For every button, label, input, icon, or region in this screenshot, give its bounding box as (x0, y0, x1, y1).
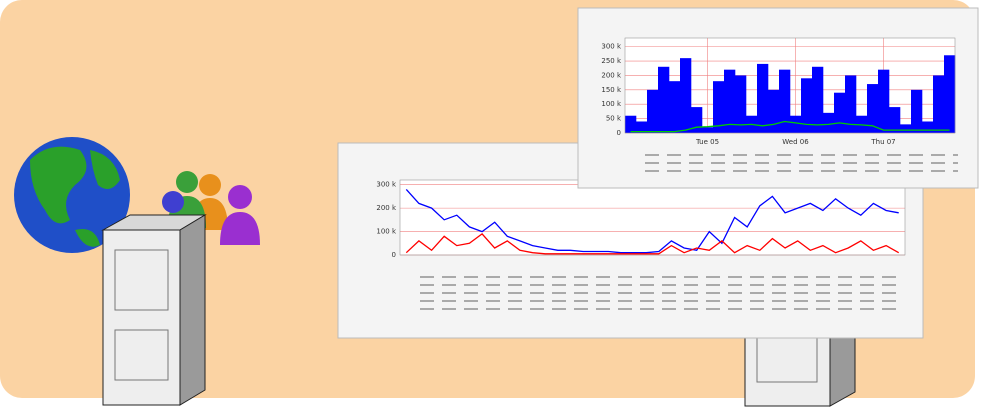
y-tick-label: 300 k (601, 43, 622, 51)
area-column (867, 84, 879, 133)
area-column (669, 81, 681, 133)
y-tick-label: 200 k (376, 204, 397, 212)
area-column (757, 63, 769, 134)
x-tick-label: Thu 07 (870, 138, 895, 146)
y-tick-label: 150 k (601, 86, 622, 94)
plot-area (400, 180, 905, 255)
server-icon (101, 214, 207, 406)
y-tick-label: 0 (617, 129, 621, 137)
area-column (801, 78, 813, 133)
area-column (900, 124, 912, 133)
area-column (944, 55, 956, 133)
area-column (889, 107, 901, 133)
y-tick-label: 50 k (606, 115, 622, 123)
y-tick-label: 250 k (601, 57, 622, 65)
area-column (724, 69, 736, 133)
area-column (878, 69, 890, 133)
y-tick-label: 300 k (376, 181, 397, 189)
area-column (823, 112, 835, 133)
area-column (779, 69, 791, 133)
area-column (658, 66, 670, 133)
y-tick-label: 100 k (376, 228, 397, 236)
y-tick-label: 100 k (601, 100, 622, 108)
area-column (911, 89, 923, 133)
area-column (702, 127, 714, 133)
area-column (933, 75, 945, 133)
series-line (405, 188, 899, 254)
graph-window: 0 50 k 100 k 150 k 200 k 250 k 300 k Tue 05 Wed … (577, 7, 979, 189)
area-column (812, 66, 824, 133)
area-column (713, 81, 725, 133)
area-column (834, 92, 846, 133)
area-column (768, 89, 780, 133)
globe-icon (14, 137, 130, 253)
area-column (922, 121, 934, 133)
series-line (405, 233, 900, 255)
plot-border (624, 37, 956, 134)
area-column (647, 89, 659, 133)
area-column (680, 58, 692, 133)
area-column (625, 115, 637, 133)
area-column (845, 75, 857, 133)
x-tick-label: Tue 05 (695, 138, 719, 146)
area-column (790, 115, 802, 133)
y-tick-label: 200 k (601, 71, 622, 79)
x-tick-label: Wed 06 (782, 138, 809, 146)
y-tick-label: 0 (392, 251, 396, 259)
area-column (691, 107, 703, 133)
area-column (735, 75, 747, 133)
area-column (636, 121, 648, 133)
series-line (630, 120, 950, 133)
